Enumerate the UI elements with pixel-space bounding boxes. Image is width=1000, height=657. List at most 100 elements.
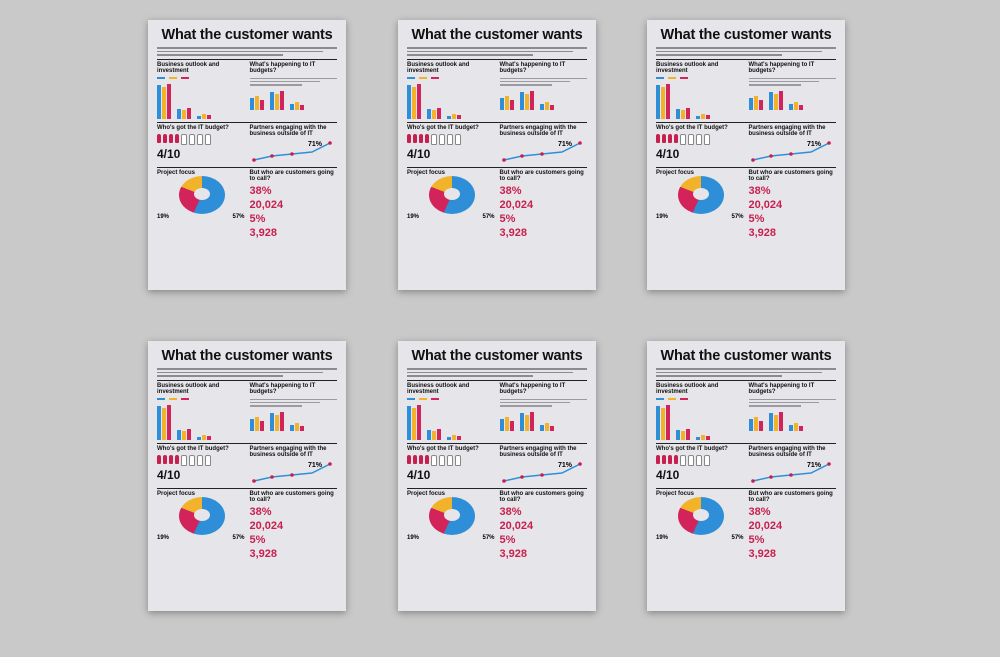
poster: What the customer wants Business outlook… [647,20,845,290]
stat-3: 5% [748,212,765,225]
section-who-budget: Who's got the IT budget? [656,445,728,452]
donut-chart [179,176,225,215]
text-block [249,398,337,407]
divider [157,487,337,489]
ratio-value: 4/10 [656,147,680,162]
divider [157,379,337,381]
section-project-focus: Project focus [157,169,196,176]
section-partners: Partners engaging with the business outs… [499,445,577,459]
people-icons [407,455,495,467]
people-icons [656,455,744,467]
divider [157,442,337,444]
ratio-value: 4/10 [157,147,181,162]
divider [407,487,587,489]
legend [157,76,245,79]
section-business: Business outlook and investment [656,61,719,75]
section-it-budgets: What's happening to IT budgets? [499,382,566,396]
line-peak-label: 71% [807,462,822,469]
stat-4: 3,928 [249,547,278,560]
donut-label-main: 57% [232,214,245,221]
line-peak-label: 71% [308,141,323,148]
line-chart: 71% [750,462,831,483]
stat-1: 38% [249,184,272,197]
text-block [748,398,836,407]
divider [656,166,836,168]
text-block [499,398,587,407]
section-it-budgets: What's happening to IT budgets? [748,61,815,75]
stat-1: 38% [499,184,522,197]
people-icons [407,134,495,146]
stat-2: 20,024 [748,198,783,211]
ratio-value: 4/10 [407,147,431,162]
people-icons [656,134,744,146]
section-customers: But who are customers going to call? [499,490,584,504]
legend [407,397,495,400]
stat-3: 5% [748,533,765,546]
donut-chart [179,497,225,536]
line-peak-label: 71% [807,141,822,148]
stat-3: 5% [499,212,516,225]
line-peak-label: 71% [558,141,573,148]
section-business: Business outlook and investment [157,61,220,75]
section-business: Business outlook and investment [656,382,719,396]
donut-label-main: 57% [232,535,245,542]
section-partners: Partners engaging with the business outs… [249,445,327,459]
divider [407,379,587,381]
divider [656,379,836,381]
section-who-budget: Who's got the IT budget? [407,445,479,452]
intro-text [407,47,587,56]
line-peak-label: 71% [308,462,323,469]
poster: What the customer wants Business outlook… [148,20,346,290]
poster: What the customer wants Business outlook… [398,341,596,611]
line-chart: 71% [501,141,582,162]
donut-label-left: 19% [656,214,669,221]
donut-label-main: 57% [731,535,744,542]
section-project-focus: Project focus [656,490,695,497]
bar-chart [499,88,588,110]
people-icons [157,134,245,146]
stat-4: 3,928 [748,547,777,560]
divider [407,58,587,60]
section-partners: Partners engaging with the business outs… [748,124,826,138]
poster-title: What the customer wants [411,348,583,364]
divider [157,121,337,123]
section-business: Business outlook and investment [407,382,470,396]
bar-chart [249,409,338,431]
bar-chart [748,409,837,431]
line-chart: 71% [501,462,582,483]
stat-1: 38% [249,505,272,518]
divider [407,121,587,123]
stat-4: 3,928 [748,226,777,239]
poster: What the customer wants Business outlook… [398,20,596,290]
section-project-focus: Project focus [407,169,446,176]
divider [407,442,587,444]
intro-text [157,368,337,377]
divider [656,121,836,123]
stat-4: 3,928 [499,547,528,560]
section-business: Business outlook and investment [157,382,220,396]
section-who-budget: Who's got the IT budget? [656,124,728,131]
legend [656,76,744,79]
line-chart: 71% [750,141,831,162]
poster-title: What the customer wants [660,348,832,364]
donut-label-left: 19% [157,214,170,221]
divider [157,166,337,168]
stat-2: 20,024 [249,198,284,211]
stat-2: 20,024 [249,519,284,532]
stat-3: 5% [249,533,266,546]
people-icons [157,455,245,467]
stat-1: 38% [748,505,771,518]
donut-label-left: 19% [407,535,420,542]
bar-chart [656,81,744,119]
section-customers: But who are customers going to call? [748,169,833,183]
ratio-value: 4/10 [656,468,680,483]
section-who-budget: Who's got the IT budget? [157,124,229,131]
poster-title: What the customer wants [411,27,583,43]
section-customers: But who are customers going to call? [249,490,334,504]
intro-text [407,368,587,377]
bar-chart [249,88,338,110]
section-project-focus: Project focus [157,490,196,497]
section-partners: Partners engaging with the business outs… [748,445,826,459]
donut-label-left: 19% [407,214,420,221]
stat-2: 20,024 [748,519,783,532]
